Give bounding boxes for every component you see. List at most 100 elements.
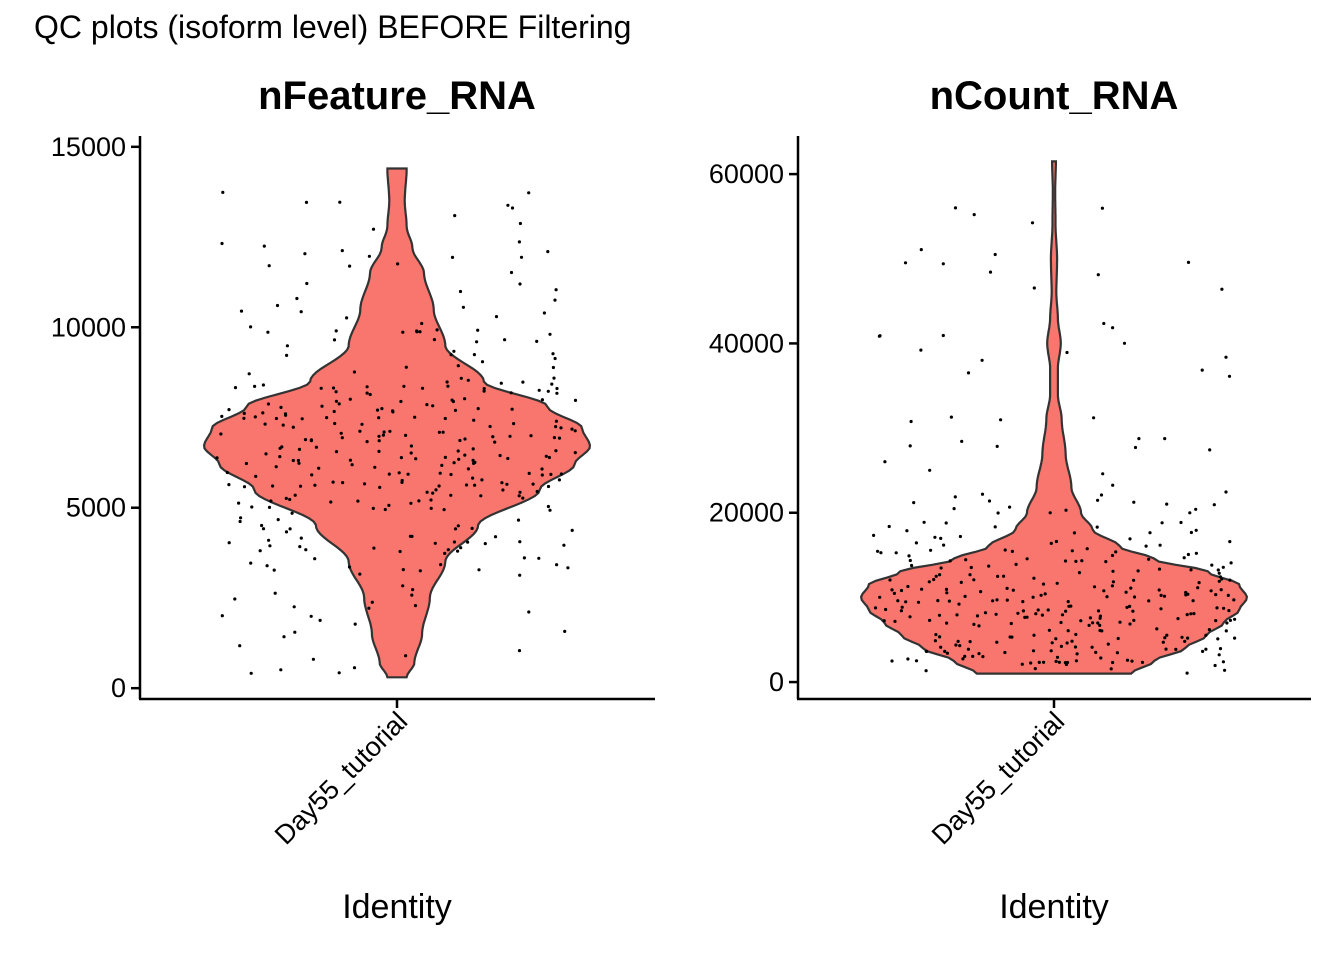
data-point: [557, 436, 562, 440]
data-point: [446, 548, 450, 552]
data-point: [479, 494, 483, 498]
data-point: [1032, 286, 1036, 290]
data-point: [972, 213, 976, 217]
data-point: [269, 499, 273, 503]
data-point: [456, 449, 460, 453]
data-point: [888, 578, 892, 582]
data-point: [476, 328, 480, 332]
data-point: [339, 431, 343, 435]
data-point: [334, 450, 339, 454]
data-point: [1184, 590, 1188, 595]
data-point: [253, 384, 257, 388]
data-point: [1188, 511, 1192, 515]
data-point: [461, 305, 465, 309]
data-point: [371, 506, 375, 510]
data-point: [249, 325, 253, 329]
data-point: [244, 461, 248, 466]
data-point: [961, 657, 965, 661]
data-point: [313, 557, 317, 561]
data-point: [510, 407, 514, 411]
data-point: [517, 240, 522, 244]
data-point: [570, 427, 574, 431]
data-point: [1162, 594, 1167, 598]
data-point: [295, 296, 299, 301]
data-point: [1184, 593, 1188, 597]
data-point: [276, 518, 280, 522]
data-point: [1092, 585, 1097, 589]
data-point: [916, 600, 921, 604]
data-point: [928, 468, 932, 472]
data-point: [1125, 658, 1130, 662]
data-point: [472, 461, 476, 465]
data-point: [267, 264, 271, 268]
data-point: [900, 605, 904, 609]
data-point: [434, 488, 438, 492]
data-point: [404, 433, 408, 437]
data-point: [553, 356, 557, 361]
data-point: [1059, 644, 1063, 649]
data-point: [1048, 511, 1052, 515]
data-point: [362, 482, 367, 486]
data-point: [1196, 586, 1200, 590]
data-point: [372, 546, 376, 550]
data-point: [414, 457, 418, 461]
data-point: [944, 521, 948, 525]
data-point: [285, 353, 289, 357]
data-point: [449, 353, 453, 357]
data-point: [1101, 472, 1105, 476]
data-point: [242, 416, 246, 420]
y-tick-label-20000: 20000: [709, 498, 784, 528]
data-point: [954, 643, 958, 647]
data-point: [498, 453, 502, 458]
data-point: [959, 580, 963, 585]
data-point: [449, 472, 453, 477]
data-point: [456, 549, 460, 553]
data-point: [227, 408, 231, 412]
data-point: [440, 463, 444, 467]
data-point: [377, 449, 381, 453]
data-point: [409, 451, 413, 455]
data-point: [1131, 609, 1135, 613]
data-point: [1137, 437, 1141, 441]
data-point: [527, 610, 531, 614]
data-point: [519, 255, 524, 259]
data-point: [1228, 540, 1232, 544]
data-point: [993, 525, 997, 529]
data-point: [1221, 565, 1225, 569]
data-point: [360, 422, 364, 426]
data-point: [1106, 642, 1110, 646]
data-point: [292, 605, 296, 609]
data-point: [1010, 635, 1014, 639]
data-point: [991, 599, 995, 603]
data-point: [518, 221, 523, 226]
data-point: [546, 484, 551, 489]
data-point: [337, 402, 341, 406]
data-point: [338, 200, 342, 204]
data-point: [1215, 606, 1219, 610]
data-point: [540, 467, 544, 471]
data-point: [873, 606, 878, 610]
data-point: [1228, 618, 1232, 623]
data-point: [1114, 550, 1118, 554]
data-point: [227, 483, 231, 487]
data-point: [945, 591, 949, 595]
data-point: [365, 391, 369, 395]
data-point: [1034, 612, 1038, 616]
data-point: [1200, 368, 1204, 372]
data-point: [945, 621, 949, 625]
data-point: [404, 365, 408, 369]
data-point: [896, 599, 900, 603]
data-point: [268, 544, 272, 548]
data-point: [425, 403, 429, 407]
data-point: [1124, 590, 1128, 594]
data-point: [260, 523, 264, 528]
data-point: [413, 415, 417, 419]
data-point: [542, 311, 547, 315]
data-point: [420, 386, 425, 390]
data-point: [249, 561, 253, 565]
data-point: [442, 508, 446, 512]
data-point: [1207, 628, 1211, 632]
data-point: [443, 416, 447, 421]
data-point: [233, 597, 237, 601]
data-point: [288, 497, 292, 502]
